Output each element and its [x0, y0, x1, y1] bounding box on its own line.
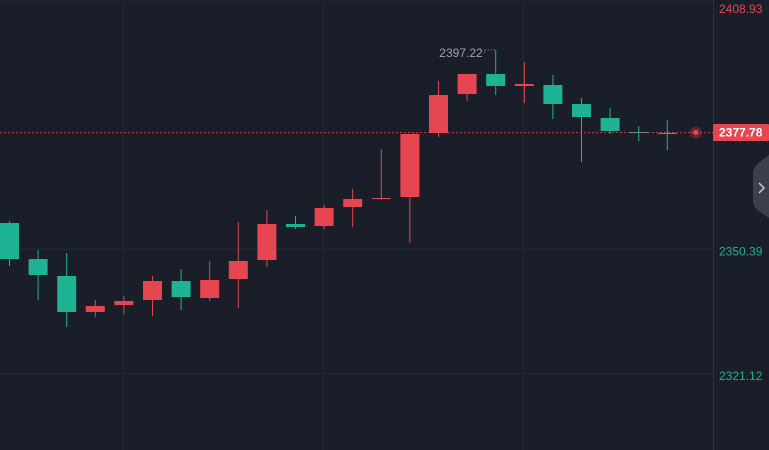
candle-body	[600, 118, 620, 132]
candle-body	[114, 301, 134, 306]
side-toggle[interactable]	[753, 155, 769, 218]
candle-body	[143, 281, 162, 300]
candle-body	[629, 132, 649, 134]
candle-body	[343, 199, 363, 208]
candle-body	[228, 261, 248, 280]
y-tick-label: 2350.39	[719, 244, 763, 258]
candle-body	[200, 280, 220, 298]
candle-body	[514, 84, 534, 86]
candle-body	[657, 133, 677, 135]
side-toggle-button[interactable]	[753, 155, 769, 218]
candle-body	[486, 74, 506, 86]
candle-body	[257, 224, 277, 260]
candle-body	[371, 198, 391, 200]
candle-body	[0, 223, 19, 260]
candle-body	[543, 85, 563, 104]
y-tick-label: 2408.93	[719, 2, 763, 16]
last-price-marker	[693, 130, 699, 136]
chevron-icon	[758, 182, 766, 194]
candle-body	[286, 224, 305, 228]
candle-body	[57, 276, 77, 312]
y-tick-label: 2321.12	[719, 369, 763, 383]
candle-body	[400, 134, 420, 198]
candle-body	[572, 104, 591, 118]
last-price-label: 2377.78	[719, 126, 763, 140]
candle-body	[171, 281, 191, 298]
candle-body	[85, 306, 105, 312]
candle-body	[28, 259, 48, 276]
candle-body	[429, 95, 448, 134]
last-price-tag	[713, 124, 769, 142]
max-annotation: 2397.22	[439, 46, 483, 60]
candle-body	[314, 208, 334, 226]
vertical-grid	[123, 0, 714, 450]
candle-body	[457, 74, 477, 94]
